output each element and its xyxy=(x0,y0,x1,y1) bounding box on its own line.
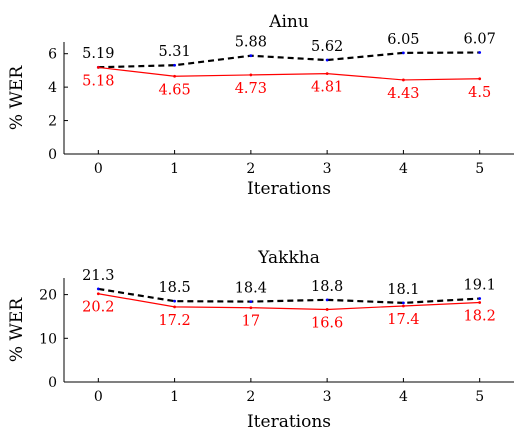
series-line-0 xyxy=(98,51,480,69)
data-label: 18.1 xyxy=(387,282,419,298)
x-tick-label: 4 xyxy=(399,389,408,405)
data-label: 18.4 xyxy=(235,281,267,297)
data-point xyxy=(173,63,176,67)
data-label: 19.1 xyxy=(464,278,496,294)
data-label: 4.73 xyxy=(235,81,267,97)
x-axis-label: Iterations xyxy=(247,412,331,432)
data-point xyxy=(325,58,329,62)
series-line-1 xyxy=(98,66,480,81)
x-tick-label: 3 xyxy=(323,161,332,177)
data-point xyxy=(249,54,253,58)
data-label: 4.81 xyxy=(311,80,343,96)
x-axis-label: Iterations xyxy=(247,179,331,199)
data-label: 20.2 xyxy=(82,300,114,316)
data-point xyxy=(402,51,405,55)
x-tick-label: 4 xyxy=(399,161,408,177)
data-point xyxy=(96,287,100,291)
data-label: 5.88 xyxy=(235,35,267,51)
data-point xyxy=(173,299,176,303)
x-tick-label: 0 xyxy=(94,389,103,405)
data-label: 4.43 xyxy=(387,86,419,102)
data-label: 18.2 xyxy=(464,308,496,324)
y-axis-label: % WER xyxy=(7,297,27,362)
data-label: 18.8 xyxy=(311,279,343,295)
y-tick-label: 0 xyxy=(48,147,57,163)
chart-title: Ainu xyxy=(268,12,309,32)
data-point xyxy=(402,304,405,308)
y-tick-label: 6 xyxy=(48,47,57,63)
y-tick-label: 10 xyxy=(39,331,57,347)
data-point xyxy=(249,306,253,310)
chart-1: Yakkha 0 1 2 3 4 5 0 10 20 Iterations % WER 21.3 18.5… xyxy=(7,248,514,432)
data-label: 17.4 xyxy=(387,312,419,328)
x-tick-label: 5 xyxy=(475,389,484,405)
data-point xyxy=(249,300,253,303)
data-label: 6.05 xyxy=(387,32,419,48)
data-point xyxy=(478,301,482,304)
data-point xyxy=(478,51,482,54)
data-label: 6.07 xyxy=(464,32,496,48)
data-point xyxy=(173,74,176,78)
data-point xyxy=(478,77,482,81)
chart-title: Yakkha xyxy=(257,248,320,268)
x-tick-label: 3 xyxy=(323,389,332,405)
x-tick-label: 1 xyxy=(170,161,179,177)
data-point xyxy=(96,292,100,296)
data-point xyxy=(402,301,405,305)
y-tick-label: 20 xyxy=(39,288,57,304)
data-label: 18.5 xyxy=(158,280,190,296)
data-label: 5.18 xyxy=(82,73,114,89)
data-label: 17.2 xyxy=(158,313,190,329)
data-label: 17 xyxy=(242,314,260,330)
data-point xyxy=(96,66,100,69)
data-label: 5.62 xyxy=(311,39,343,55)
x-tick-label: 2 xyxy=(246,389,255,405)
series-line-1 xyxy=(98,293,480,311)
y-tick-label: 2 xyxy=(48,114,57,130)
data-point xyxy=(402,78,405,82)
x-tick-label: 0 xyxy=(94,161,103,177)
data-point xyxy=(249,73,253,77)
y-tick-label: 4 xyxy=(48,80,57,96)
chart-0: Ainu 0 1 2 3 4 5 0 2 4 6 Iterations % WER 5.19 5.31 5.8… xyxy=(7,12,514,199)
x-tick-label: 1 xyxy=(170,389,179,405)
series-line-0 xyxy=(98,287,480,305)
y-tick-label: 0 xyxy=(48,375,57,391)
data-point xyxy=(173,305,176,309)
data-point xyxy=(325,298,329,302)
data-point xyxy=(325,72,329,75)
data-point xyxy=(478,297,482,300)
data-label: 5.31 xyxy=(158,44,190,60)
data-label: 4.5 xyxy=(468,85,491,101)
y-axis-label: % WER xyxy=(7,65,27,130)
data-label: 16.6 xyxy=(311,315,343,331)
data-label: 5.19 xyxy=(82,46,114,62)
data-label: 21.3 xyxy=(82,268,114,284)
data-label: 4.65 xyxy=(158,82,190,98)
data-point xyxy=(325,308,329,311)
x-tick-label: 5 xyxy=(475,161,484,177)
x-tick-label: 2 xyxy=(246,161,255,177)
